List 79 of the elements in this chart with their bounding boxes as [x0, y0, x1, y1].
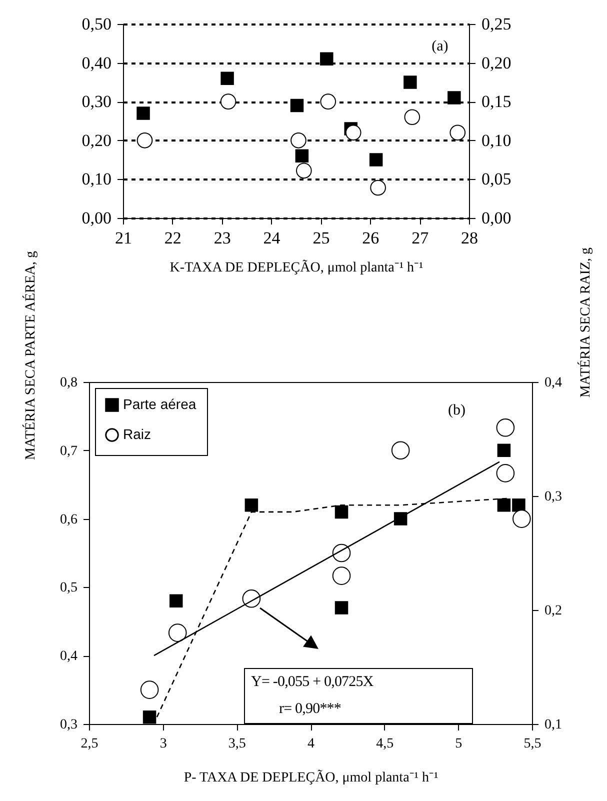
point [512, 498, 526, 512]
y-tick-label: 0,5 [60, 580, 78, 596]
y-tick-label: 0,00 [82, 208, 112, 228]
point [369, 153, 383, 166]
y-tick-label: 0,20 [82, 130, 112, 150]
x-axis-title: P- TAXA DE DEPLEÇÃO, μmol planta⁻¹ h⁻¹ [184, 770, 438, 786]
x-tick-label: 2,5 [80, 736, 98, 752]
point [332, 566, 351, 585]
point [140, 680, 159, 699]
point [391, 441, 410, 460]
annotation: Y= -0,055 + 0,0725X [251, 674, 374, 690]
point [320, 94, 336, 110]
y-tick-label: 0,40 [82, 53, 112, 72]
y-tick-label: 0,3 [60, 718, 78, 732]
x-tick-label: 5,5 [524, 736, 542, 752]
y2-tick-label: 0,3 [544, 490, 562, 504]
point [512, 510, 531, 528]
x-tick-label: 21 [115, 228, 132, 248]
text-box: Y= -0,055 + 0,0725X r= 0,90*** [244, 668, 474, 724]
y-axis-title: MATÉRIA SECA PARTE AÉREA, g [22, 250, 38, 460]
point [496, 464, 515, 482]
point [496, 418, 515, 437]
y-tick-label: 0,50 [82, 14, 112, 34]
point [320, 52, 334, 66]
point [220, 94, 236, 110]
point [334, 601, 348, 614]
point [332, 544, 351, 562]
point [290, 132, 306, 148]
x-tick-label: 3 [160, 736, 167, 752]
point [497, 444, 511, 458]
x-tick-label: 22 [164, 228, 182, 248]
y2-tick-label: 0,00 [482, 208, 512, 228]
y2-tick-label: 0,15 [482, 92, 512, 112]
x-tick-label: 24 [263, 228, 281, 248]
x-tick-label: 23 [214, 228, 231, 248]
point [334, 505, 348, 519]
y2-tick-label: 0,25 [482, 14, 512, 34]
point [244, 498, 258, 512]
x-axis-title: K-TAXA DE DEPLEÇÃO, μmol planta⁻¹ h⁻¹ [170, 260, 424, 276]
point [136, 106, 150, 120]
y2-tick-label: 0,05 [482, 170, 512, 189]
y-tick-label: 0,6 [60, 512, 78, 528]
point [497, 498, 511, 512]
point [136, 132, 153, 148]
y-tick-label: 0,4 [60, 649, 78, 664]
point [295, 149, 309, 163]
annotation: (a) [432, 38, 448, 54]
x-tick-label: 4,5 [376, 736, 394, 752]
y-tick-label: 0,10 [82, 170, 112, 189]
point [345, 124, 362, 141]
y2-axis-title: MATÉRIA SECA RAIZ, g [576, 247, 594, 398]
point [404, 76, 417, 89]
point [448, 91, 461, 104]
y2-tick-label: 0,4 [544, 376, 562, 390]
x-tick-label: 3,5 [228, 736, 246, 752]
point [290, 98, 304, 112]
point [168, 624, 187, 642]
x-tick-label: 4 [308, 736, 314, 752]
legend-label: Parte aérea [123, 396, 196, 412]
y2-tick-label: 0,10 [482, 130, 512, 150]
point [170, 594, 183, 608]
point [394, 512, 408, 526]
y2-tick-label: 0,20 [482, 53, 512, 72]
y-tick-label: 0,30 [82, 92, 112, 112]
y-tick-label: 0,7 [60, 444, 78, 459]
annotation: r= 0,90*** [278, 700, 342, 717]
y2-tick-label: 0,2 [544, 604, 562, 618]
x-tick-label: 28 [461, 228, 478, 248]
x-tick-label: 26 [362, 228, 380, 248]
y-tick-label: 0,8 [60, 376, 78, 390]
point [220, 72, 234, 85]
legend-label: Raiz [123, 426, 152, 442]
x-tick-label: 25 [312, 228, 330, 248]
y2-tick-label: 0,1 [544, 718, 562, 732]
annotation: (b) [448, 402, 466, 418]
x-tick-label: 27 [412, 228, 430, 248]
x-tick-label: 5 [455, 736, 462, 752]
point [142, 710, 156, 724]
point [242, 589, 261, 608]
